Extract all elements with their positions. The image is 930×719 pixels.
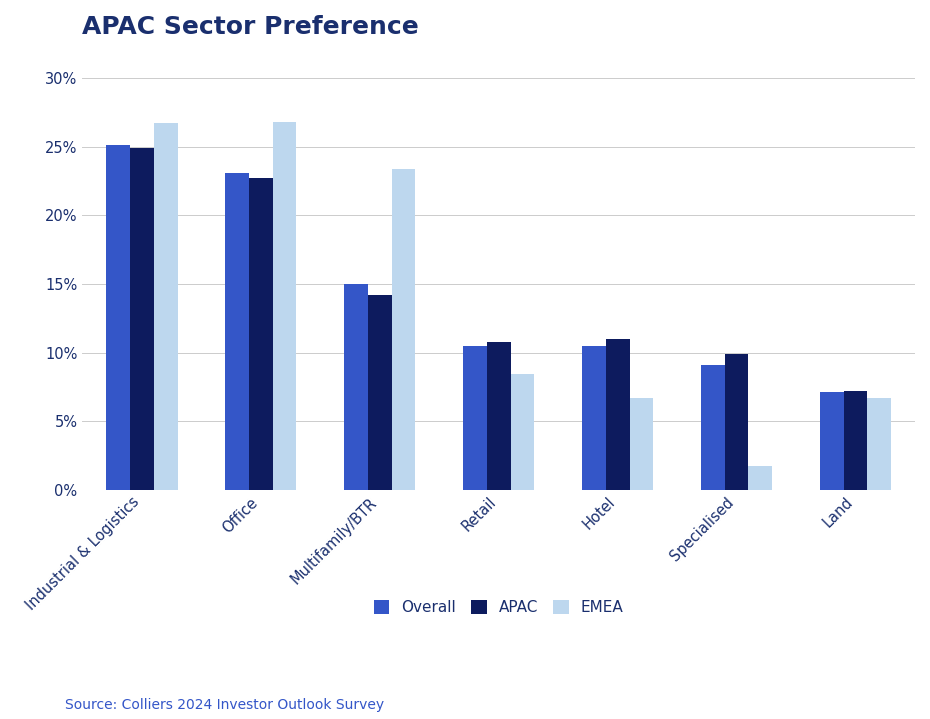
Text: Source: Colliers 2024 Investor Outlook Survey: Source: Colliers 2024 Investor Outlook S… (65, 698, 384, 712)
Bar (130, 148, 153, 490)
Bar (582, 346, 605, 490)
Bar (630, 398, 654, 490)
Bar (344, 284, 368, 490)
Bar (486, 342, 511, 490)
Bar (153, 124, 178, 490)
Bar (701, 365, 724, 490)
Bar (249, 178, 272, 490)
Bar (749, 467, 772, 490)
Bar (225, 173, 249, 490)
Bar (368, 295, 392, 490)
Bar (724, 354, 749, 490)
Bar (868, 398, 891, 490)
Bar (106, 145, 130, 490)
Bar (844, 391, 868, 490)
Bar (272, 122, 297, 490)
Bar (605, 339, 630, 490)
Bar (463, 346, 486, 490)
Bar (820, 393, 844, 490)
Legend: Overall, APAC, EMEA: Overall, APAC, EMEA (367, 594, 630, 621)
Bar (511, 375, 535, 490)
Text: APAC Sector Preference: APAC Sector Preference (83, 15, 419, 39)
Bar (392, 169, 416, 490)
